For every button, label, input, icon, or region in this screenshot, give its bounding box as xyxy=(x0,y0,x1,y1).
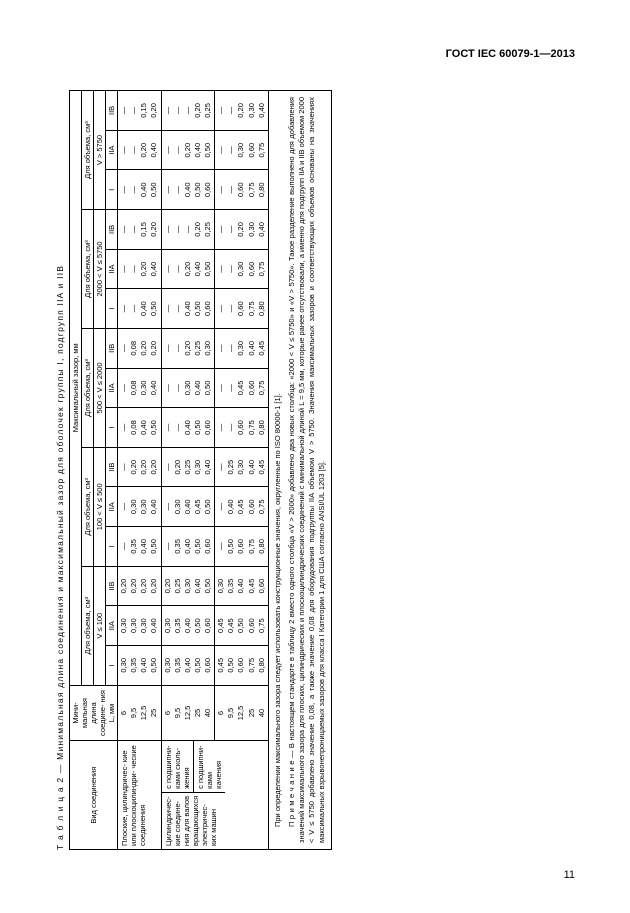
head-sub: IIB xyxy=(106,91,118,131)
head-sub: I xyxy=(106,170,118,210)
head-vol: Для объема, см³ xyxy=(82,447,94,566)
head-len: Мини- мальная длина соедине- ния L, мм xyxy=(70,685,118,741)
cell: 0,45 0,45 0,50 0,60 0,75 xyxy=(215,606,269,646)
head-kind: Вид соединения xyxy=(70,741,118,850)
cell: — — 0,15 0,20 xyxy=(118,91,162,131)
table-row: Плоские, цилиндричес- кие или плоскоцили… xyxy=(118,91,162,850)
cell: — — 0,20 0,40 0,50 xyxy=(161,130,215,170)
cell: — — 0,40 0,50 xyxy=(118,170,162,210)
cell: — 0,20 0,25 0,30 0,40 xyxy=(161,447,215,487)
cell: — — 0,60 0,75 0,80 xyxy=(215,408,269,448)
head-sub: IIA xyxy=(106,249,118,289)
rotated-table-block: Т а б л и ц а 2 — Минимальная длина соед… xyxy=(55,90,555,850)
cell: — — 0,20 0,40 xyxy=(118,249,162,289)
cell: — — 0,20 0,25 0,30 xyxy=(161,328,215,368)
page-number: 11 xyxy=(564,869,575,881)
head-range: 2000 < V ≤ 5750 xyxy=(94,210,106,329)
cell: — — 0,45 0,60 0,75 xyxy=(215,368,269,408)
cell: — — 0,40 0,50 xyxy=(118,289,162,329)
cell: — 0,20 0,20 0,20 xyxy=(118,447,162,487)
cell: 0,45 0,50 0,60 0,75 0,80 xyxy=(215,645,269,685)
cell-len: 6 9,5 12,5 25 40 xyxy=(161,685,215,741)
cell-len: 6 9,5 12,5 25 xyxy=(118,685,162,741)
cell: — — 0,40 0,50 0,60 xyxy=(161,408,215,448)
cell: — — 0,20 0,40 0,50 xyxy=(161,249,215,289)
cell: — 0,50 0,60 0,75 0,80 xyxy=(215,527,269,567)
head-range: 100 < V ≤ 500 xyxy=(94,447,106,566)
cell: — — 0,30 0,60 0,75 xyxy=(215,249,269,289)
cell: — 0,35 0,40 0,50 xyxy=(118,527,162,567)
cell: 0,30 0,35 0,40 0,50 xyxy=(118,645,162,685)
cell-len: 6 9,5 12,5 25 40 xyxy=(215,685,269,741)
cell: — — 0,30 0,40 0,50 xyxy=(161,368,215,408)
head-sub: IIA xyxy=(106,130,118,170)
cell: — — 0,60 0,75 0,80 xyxy=(215,170,269,210)
cell: — 0,08 0,40 0,50 xyxy=(118,408,162,448)
cell: 0,30 0,35 0,40 0,50 0,60 xyxy=(161,606,215,646)
head-vol: Для объема, см³ xyxy=(82,328,94,447)
head-sub: IIB xyxy=(106,328,118,368)
cell: — — — 0,20 0,25 xyxy=(161,210,215,250)
cell: — 0,40 0,45 0,60 0,75 xyxy=(215,487,269,527)
head-sub: I xyxy=(106,645,118,685)
table-row: 6 9,5 12,5 25 400,45 0,50 0,60 0,75 0,80… xyxy=(215,91,269,850)
cell: — — 0,20 0,40 xyxy=(118,130,162,170)
head-vol: Для объема, см³ xyxy=(82,91,94,210)
cell: 0,20 0,25 0,30 0,40 0,50 xyxy=(161,566,215,606)
table-row: Вид соединения Мини- мальная длина соеди… xyxy=(70,91,82,850)
cell: — — 0,30 0,60 0,75 xyxy=(215,130,269,170)
table-row: Цилиндричес- кие соедине- ния для валов … xyxy=(161,91,215,850)
table-note: При определении максимального зазора сле… xyxy=(268,91,332,850)
head-range: 500 < V ≤ 2000 xyxy=(94,328,106,447)
head-sub: IIB xyxy=(106,447,118,487)
cell: — 0,30 0,40 0,45 0,50 xyxy=(161,487,215,527)
head-sub: IIA xyxy=(106,368,118,408)
head-range: V > 5750 xyxy=(94,91,106,210)
cell: 0,30 0,35 0,40 0,50 0,60 xyxy=(161,645,215,685)
head-sub: I xyxy=(106,408,118,448)
cell: — — 0,20 0,30 0,40 xyxy=(215,91,269,131)
head-vol: Для объема, см³ xyxy=(82,210,94,329)
row-kind: Плоские, цилиндричес- кие или плоскоцили… xyxy=(118,741,162,850)
head-sub: I xyxy=(106,527,118,567)
cell: — — 0,30 0,40 0,45 xyxy=(215,328,269,368)
head-range: V ≤ 100 xyxy=(94,566,106,685)
cell: — 0,25 0,30 0,40 0,45 xyxy=(215,447,269,487)
gap-table: Вид соединения Мини- мальная длина соеди… xyxy=(69,90,332,850)
cell: — — — 0,20 0,25 xyxy=(161,91,215,131)
table-row: При определении максимального зазора сле… xyxy=(268,91,332,850)
cell: — — 0,15 0,20 xyxy=(118,210,162,250)
cell: — 0,30 0,30 0,40 xyxy=(118,487,162,527)
head-gap: Максимальный зазор, мм xyxy=(70,91,82,686)
head-sub: IIA xyxy=(106,487,118,527)
row-kind-group: Цилиндричес- кие соедине- ния для валов … xyxy=(161,741,268,850)
head-vol: Для объема, см³ xyxy=(82,566,94,685)
cell: — — 0,60 0,75 0,80 xyxy=(215,289,269,329)
cell: 0,20 0,20 0,20 0,20 xyxy=(118,566,162,606)
cell: 0,30 0,30 0,30 0,40 xyxy=(118,606,162,646)
head-sub: IIB xyxy=(106,566,118,606)
cell: — 0,35 0,40 0,50 0,60 xyxy=(161,527,215,567)
standard-id: ГОСТ IEC 60079-1—2013 xyxy=(446,48,575,60)
cell: — 0,08 0,30 0,40 xyxy=(118,368,162,408)
cell: — 0,08 0,20 0,20 xyxy=(118,328,162,368)
head-sub: IIA xyxy=(106,606,118,646)
cell: — — 0,40 0,50 0,60 xyxy=(161,170,215,210)
head-sub: IIB xyxy=(106,210,118,250)
head-sub: I xyxy=(106,289,118,329)
cell: — — 0,20 0,30 0,40 xyxy=(215,210,269,250)
cell: 0,30 0,35 0,40 0,45 0,60 xyxy=(215,566,269,606)
cell: — — 0,40 0,50 0,60 xyxy=(161,289,215,329)
table-caption: Т а б л и ц а 2 — Минимальная длина соед… xyxy=(55,90,65,850)
